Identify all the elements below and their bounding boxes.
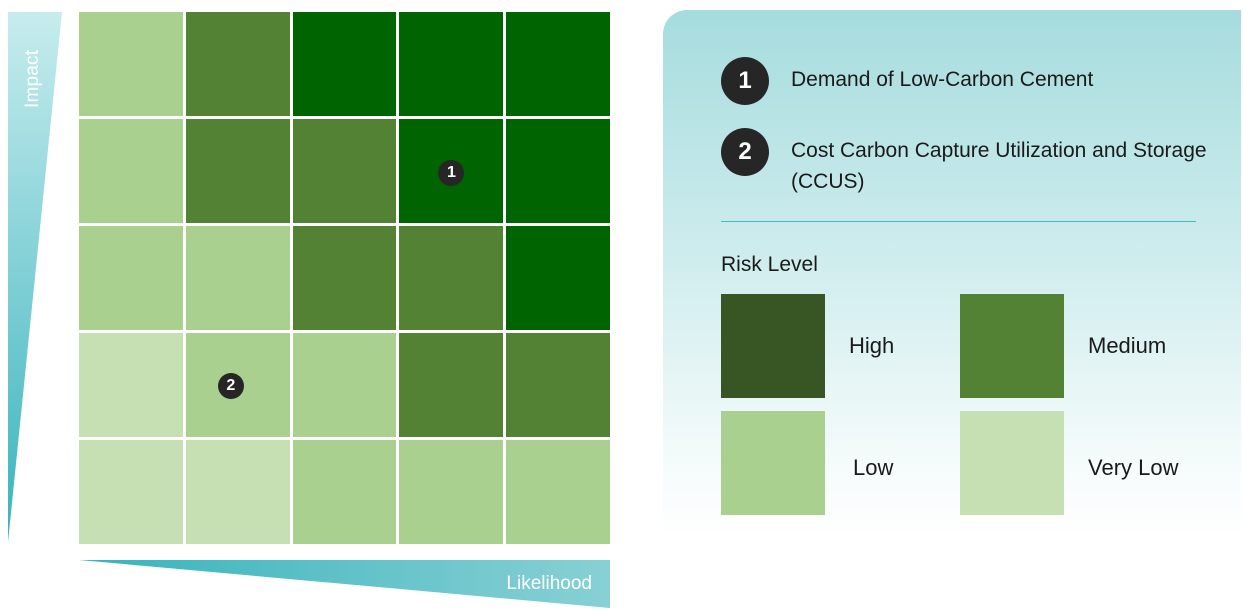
impact-axis-label: Impact — [22, 49, 43, 108]
matrix-cell-r2-c3 — [292, 119, 397, 223]
matrix-cell-r3-c5 — [506, 226, 610, 330]
number-badge: 1 — [721, 57, 769, 105]
matrix-cell-r1-c2 — [185, 12, 290, 116]
risk-swatch-high — [721, 294, 825, 398]
legend-divider — [721, 221, 1196, 222]
legend-item: 2 Cost Carbon Capture Utilization and St… — [721, 128, 1221, 197]
matrix-cell-r4-c5 — [506, 333, 610, 437]
number-badge: 2 — [721, 128, 769, 176]
risk-label-very-low: Very Low — [1088, 455, 1179, 480]
matrix-cell-r3-c3 — [292, 226, 397, 330]
matrix-cell-r4-c2: 2 — [185, 333, 290, 437]
matrix-cell-r5-c4 — [399, 440, 504, 544]
matrix-cell-r4-c4 — [399, 333, 504, 437]
matrix-cell-r3-c1 — [79, 226, 183, 330]
likelihood-axis-label: Likelihood — [506, 573, 592, 594]
matrix-cell-r1-c4 — [399, 12, 504, 116]
matrix-cell-r3-c4 — [399, 226, 504, 330]
risk-label-low: Low — [853, 455, 894, 480]
matrix-cell-r4-c1 — [79, 333, 183, 437]
matrix-cell-r5-c3 — [292, 440, 397, 544]
matrix-cell-r3-c2 — [185, 226, 290, 330]
matrix-cell-r1-c1 — [79, 12, 183, 116]
matrix-cell-r4-c3 — [292, 333, 397, 437]
likelihood-axis-wedge — [79, 560, 610, 608]
risk-level-title: Risk Level — [721, 253, 818, 276]
matrix-cell-r5-c1 — [79, 440, 183, 544]
legend-item: 1 Demand of Low-Carbon Cement — [721, 57, 1221, 105]
likelihood-axis: Likelihood — [79, 560, 610, 608]
matrix-cell-r5-c5 — [506, 440, 610, 544]
matrix-cell-r1-c5 — [506, 12, 610, 116]
matrix-cell-r5-c2 — [185, 440, 290, 544]
impact-axis-wedge — [8, 12, 62, 542]
matrix-cell-r2-c4: 1 — [399, 119, 504, 223]
impact-axis: Impact — [8, 12, 62, 542]
risk-swatch-low — [721, 411, 825, 515]
risk-label-medium: Medium — [1088, 333, 1167, 358]
legend-item-text: Cost Carbon Capture Utilization and Stor… — [791, 139, 1207, 193]
matrix-cell-r2-c5 — [506, 119, 610, 223]
risk-label-high: High — [849, 333, 895, 358]
matrix-cell-r2-c2 — [185, 119, 290, 223]
risk-marker-1: 1 — [438, 160, 465, 186]
risk-swatch-medium — [960, 294, 1064, 398]
legend-item-text: Demand of Low-Carbon Cement — [791, 68, 1094, 91]
risk-marker-2: 2 — [217, 373, 244, 399]
matrix-cell-r1-c3 — [292, 12, 397, 116]
legend-panel: 1 Demand of Low-Carbon Cement 2 Cost Car… — [663, 10, 1241, 540]
risk-swatch-very-low — [960, 411, 1064, 515]
matrix-cell-r2-c1 — [79, 119, 183, 223]
